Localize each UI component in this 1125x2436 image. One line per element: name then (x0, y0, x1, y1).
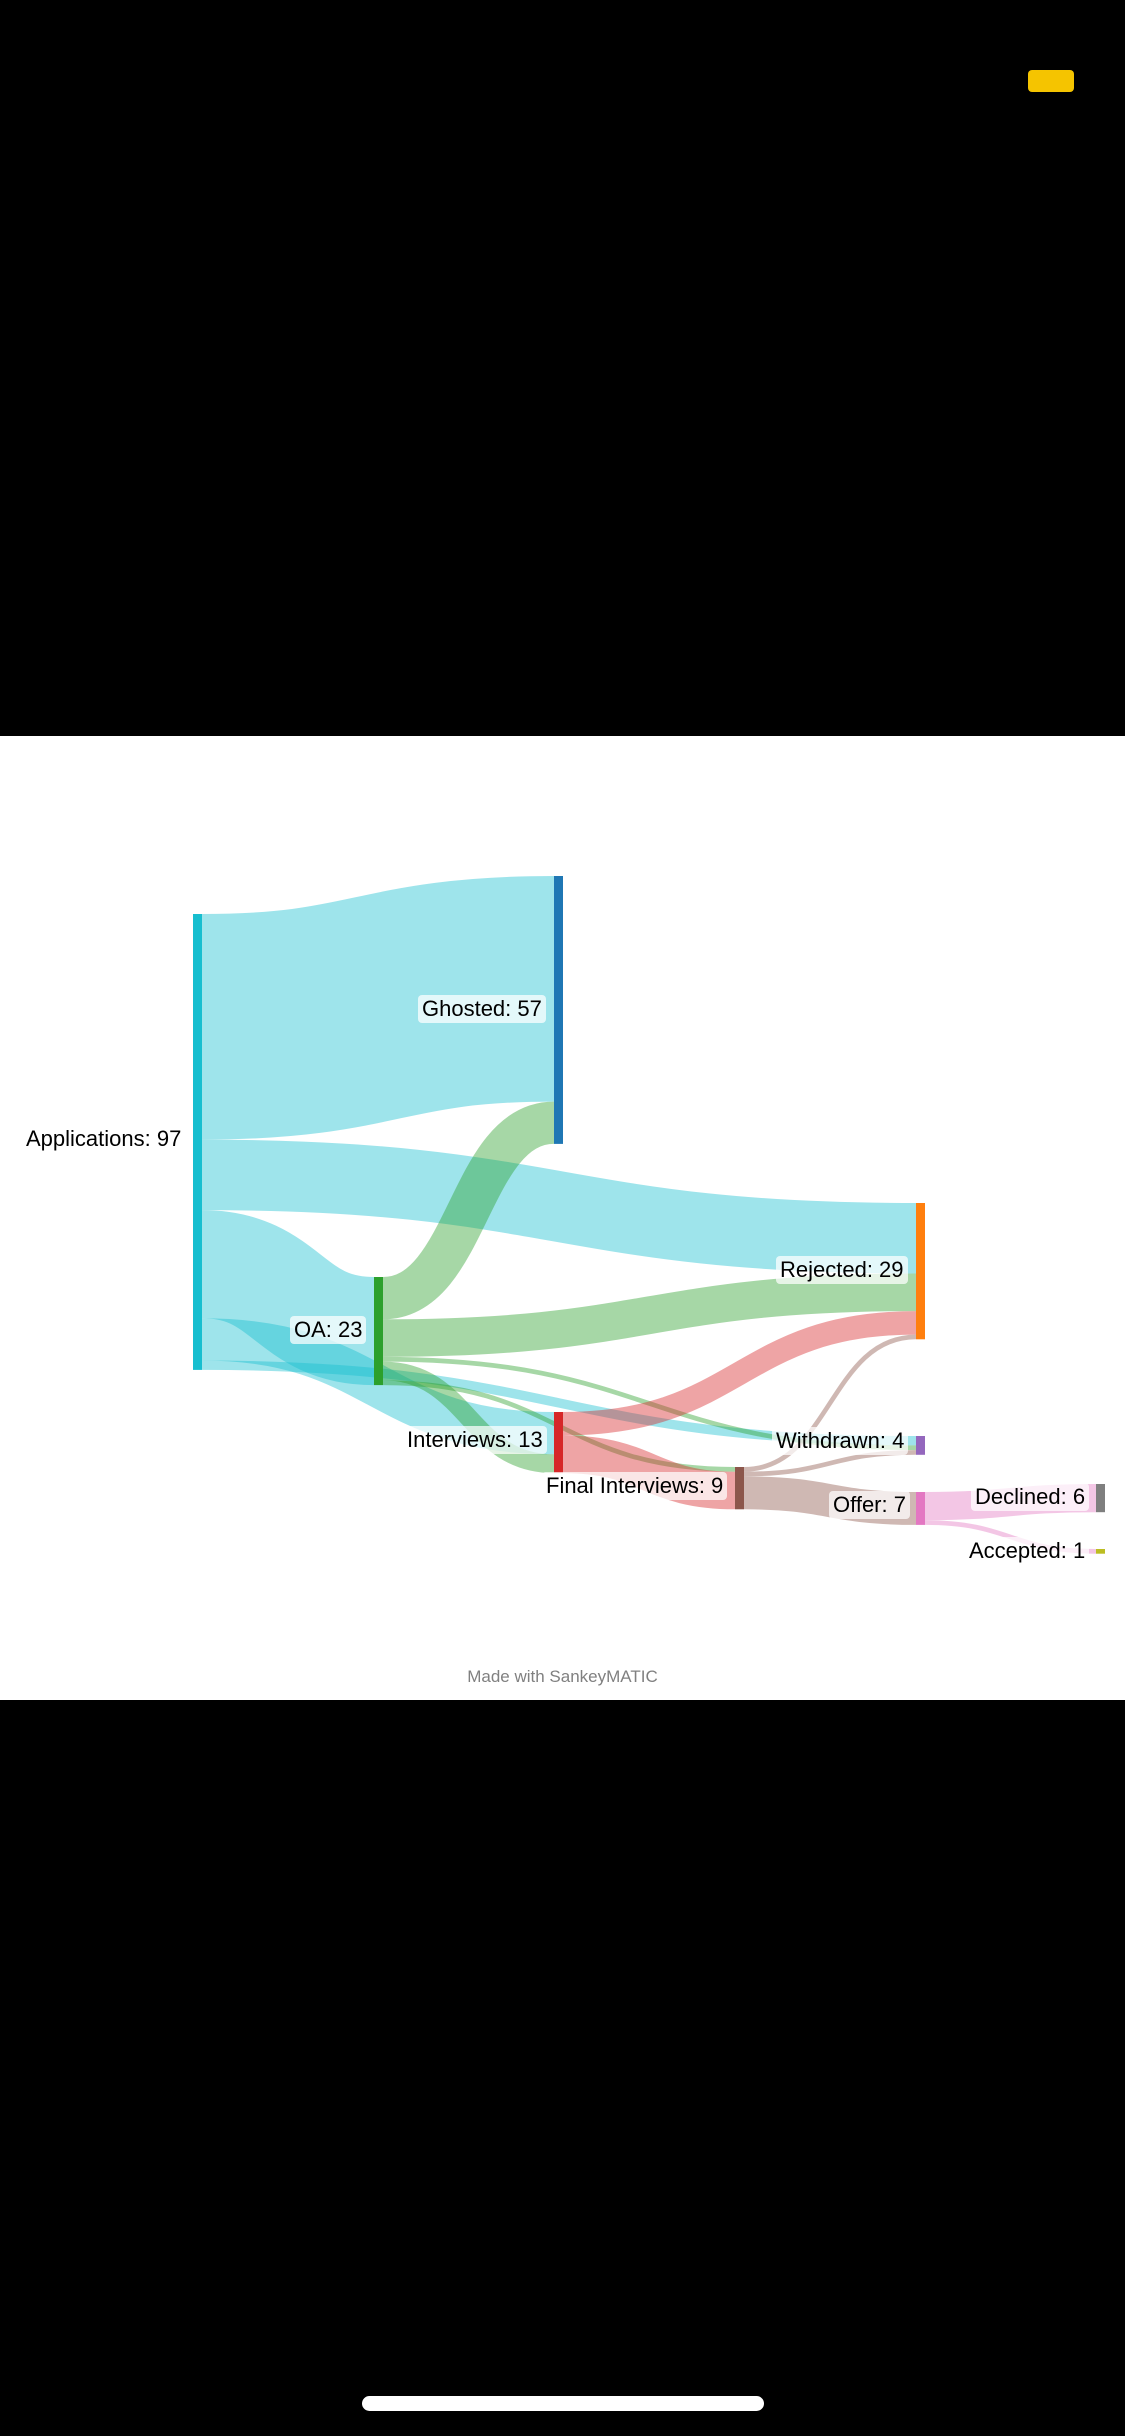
sankey-diagram (193, 876, 1105, 1554)
bottom-black-area (0, 1700, 1125, 2436)
node-bar-ghosted (554, 876, 563, 1144)
status-indicator-pill (1028, 70, 1074, 92)
node-bar-interviews (554, 1412, 563, 1474)
node-label-final-interviews: Final Interviews: 9 (542, 1472, 728, 1500)
node-bar-applications (193, 914, 202, 1370)
node-label-withdrawn: Withdrawn: 4 (772, 1427, 909, 1455)
node-label-applications: Applications: 97 (26, 1126, 182, 1151)
node-bar-final (735, 1467, 744, 1510)
node-bar-withdrawn (916, 1436, 925, 1455)
home-indicator[interactable] (362, 2396, 764, 2411)
node-bar-rejected (916, 1203, 925, 1340)
flow-final-to-rejected (743, 1334, 917, 1472)
node-label-rejected: Rejected: 29 (776, 1256, 908, 1284)
flow-oa-to-ghosted (380, 1101, 557, 1320)
node-label-interviews: Interviews: 13 (403, 1426, 547, 1454)
flow-applications-to-rejected (201, 1139, 917, 1274)
node-label-ghosted: Ghosted: 57 (418, 995, 546, 1023)
node-label-accepted: Accepted: 1 (965, 1537, 1090, 1565)
node-bar-offer (916, 1492, 925, 1525)
top-black-area (0, 0, 1125, 736)
made-with-credit: Made with SankeyMATIC (467, 1667, 658, 1686)
node-bar-accepted (1096, 1549, 1105, 1554)
flow-oa-to-rejected (382, 1273, 917, 1357)
node-label-declined: Declined: 6 (971, 1483, 1090, 1511)
node-bar-oa (374, 1277, 383, 1386)
sankey-diagram-panel: Applications: 97 Ghosted: 57 OA: 23 Reje… (0, 736, 1125, 1700)
node-group (193, 876, 1105, 1554)
flow-oa-to-interviews (382, 1361, 555, 1474)
flow-interviews-to-rejected (562, 1311, 917, 1436)
node-bar-declined (1096, 1484, 1105, 1513)
flow-applications-to-ghosted (201, 876, 555, 1140)
node-label-oa: OA: 23 (290, 1316, 367, 1344)
node-label-offer: Offer: 7 (829, 1491, 910, 1519)
flow-group (199, 876, 1097, 1554)
